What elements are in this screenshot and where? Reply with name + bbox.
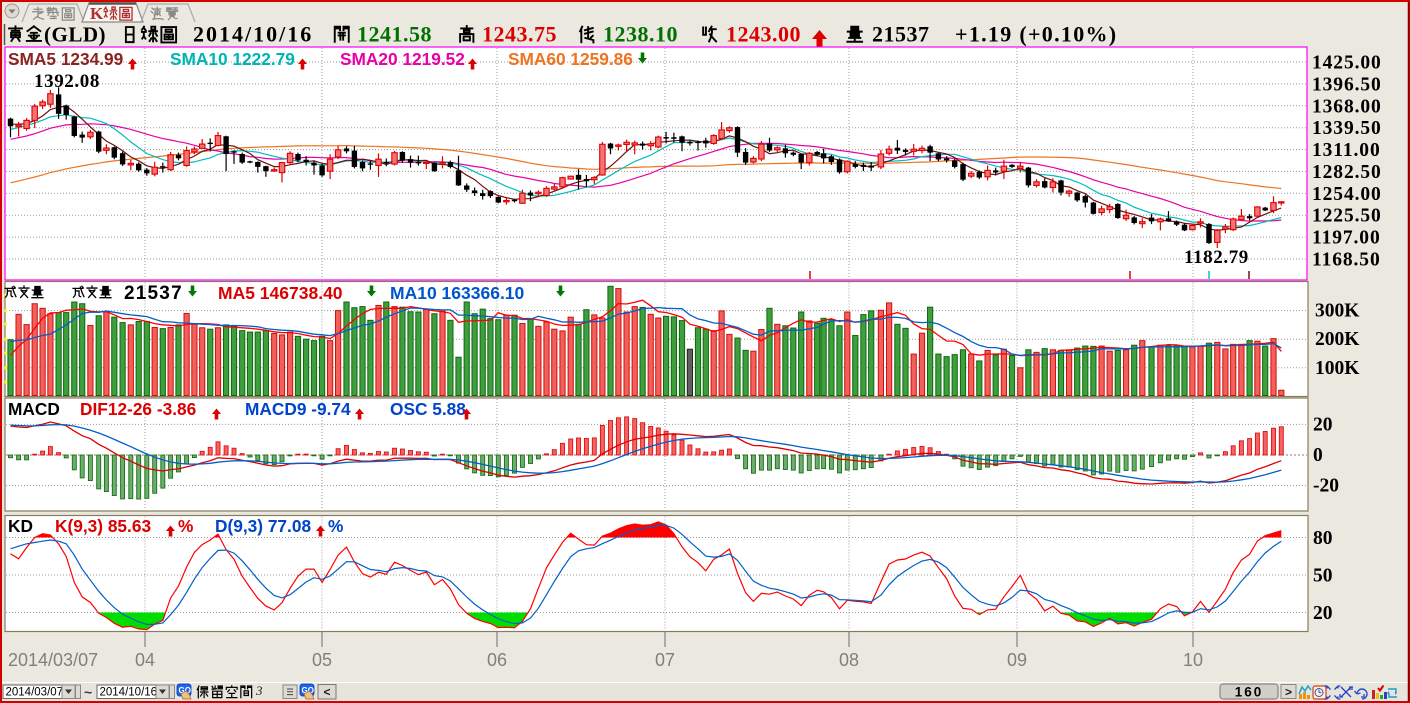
svg-text:1197.00: 1197.00 <box>1312 228 1381 249</box>
svg-text:2014/03/07: 2014/03/07 <box>8 650 98 670</box>
svg-text:+1.19 (+0.10%): +1.19 (+0.10%) <box>955 22 1117 47</box>
svg-text:%: % <box>178 516 193 536</box>
svg-text:MACD: MACD <box>8 399 60 419</box>
svg-text:200K: 200K <box>1315 329 1360 350</box>
svg-text:10: 10 <box>1183 650 1203 670</box>
svg-text:(GLD): (GLD) <box>44 23 106 47</box>
svg-text:SMA60 1259.86: SMA60 1259.86 <box>508 49 633 69</box>
svg-text:3: 3 <box>255 683 263 698</box>
svg-text:>: > <box>1285 685 1292 699</box>
svg-text:160: 160 <box>1235 685 1264 700</box>
svg-text:05: 05 <box>312 650 332 670</box>
svg-text:20: 20 <box>1313 603 1333 624</box>
svg-text:KD: KD <box>8 516 33 536</box>
svg-text:MA5 146738.40: MA5 146738.40 <box>218 283 343 303</box>
svg-text:SMA10 1222.79: SMA10 1222.79 <box>170 49 295 69</box>
svg-text:2014/10/16: 2014/10/16 <box>193 22 313 47</box>
svg-text:80: 80 <box>1313 528 1333 549</box>
svg-text:1241.58: 1241.58 <box>357 22 432 47</box>
svg-text:1396.50: 1396.50 <box>1312 74 1382 95</box>
svg-text:OSC 5.88: OSC 5.88 <box>390 399 466 419</box>
svg-text:2014/10/16: 2014/10/16 <box>100 687 158 699</box>
svg-text:%: % <box>328 516 343 536</box>
svg-text:<: < <box>324 685 331 699</box>
svg-text:D(9,3) 77.08: D(9,3) 77.08 <box>215 516 311 536</box>
svg-text:DIF12-26 -3.86: DIF12-26 -3.86 <box>80 399 196 419</box>
svg-text:1368.00: 1368.00 <box>1312 96 1382 117</box>
svg-text:MA10 163366.10: MA10 163366.10 <box>390 283 525 303</box>
svg-text:1168.50: 1168.50 <box>1312 250 1381 271</box>
svg-text:0: 0 <box>1313 445 1323 466</box>
svg-text:20: 20 <box>1313 414 1333 435</box>
svg-text:2014/03/07: 2014/03/07 <box>6 687 64 699</box>
svg-text:06: 06 <box>487 650 507 670</box>
svg-text:SMA5 1234.99: SMA5 1234.99 <box>8 49 123 69</box>
svg-text:1425.00: 1425.00 <box>1312 53 1382 74</box>
svg-text:04: 04 <box>135 650 155 670</box>
svg-text:1392.08: 1392.08 <box>34 71 100 92</box>
svg-text:1282.50: 1282.50 <box>1312 162 1382 183</box>
svg-text:1243.75: 1243.75 <box>482 22 557 47</box>
svg-text:50: 50 <box>1313 566 1333 587</box>
svg-text:1311.00: 1311.00 <box>1312 140 1381 161</box>
svg-text:09: 09 <box>1007 650 1027 670</box>
svg-text:GO: GO <box>302 686 314 695</box>
svg-text:1243.00: 1243.00 <box>726 22 801 47</box>
svg-text:1254.00: 1254.00 <box>1312 184 1382 205</box>
svg-text:21537: 21537 <box>872 22 930 47</box>
svg-text:~: ~ <box>84 684 92 700</box>
svg-text:K(9,3) 85.63: K(9,3) 85.63 <box>55 516 151 536</box>
svg-text:SMA20 1219.52: SMA20 1219.52 <box>340 49 465 69</box>
svg-text:100K: 100K <box>1315 358 1360 379</box>
svg-text:07: 07 <box>655 650 675 670</box>
svg-text:MACD9 -9.74: MACD9 -9.74 <box>245 399 351 419</box>
svg-text:21537: 21537 <box>124 283 183 304</box>
svg-text:GO: GO <box>179 686 191 695</box>
svg-text:1238.10: 1238.10 <box>603 22 678 47</box>
svg-text:1225.50: 1225.50 <box>1312 206 1382 227</box>
svg-text:300K: 300K <box>1315 301 1360 322</box>
svg-text:08: 08 <box>839 650 859 670</box>
svg-text:1339.50: 1339.50 <box>1312 118 1382 139</box>
svg-text:1182.79: 1182.79 <box>1184 247 1249 268</box>
svg-text:K: K <box>90 4 104 23</box>
svg-text:-20: -20 <box>1313 476 1339 497</box>
